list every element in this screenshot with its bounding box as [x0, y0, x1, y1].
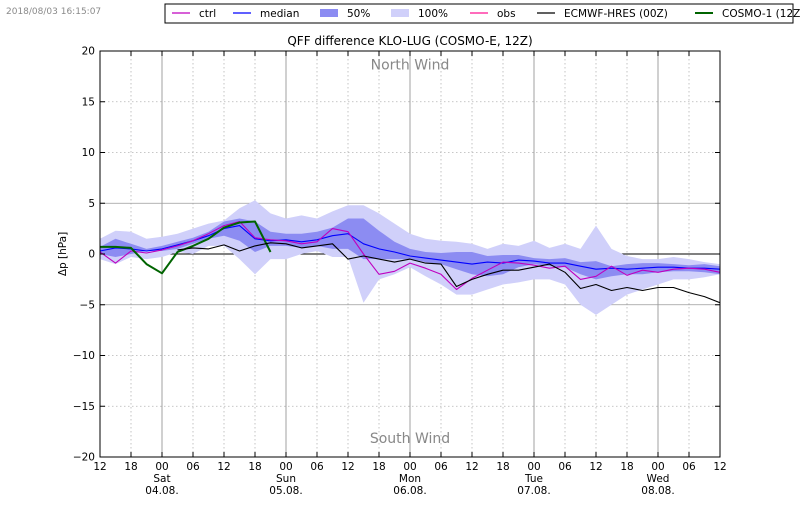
legend-label-p100: 100%: [418, 8, 448, 20]
y-tick-label: 5: [88, 198, 95, 210]
date-label: 07.08.: [517, 485, 550, 497]
x-tick-label: 00: [527, 461, 540, 473]
date-label: 05.08.: [269, 485, 302, 497]
day-label: Sun: [276, 473, 296, 485]
y-axis-label: Δp [hPa]: [57, 232, 69, 276]
timestamp-label: 2018/08/03 16:15:07: [6, 7, 102, 17]
x-tick-label: 18: [372, 461, 385, 473]
x-tick-label: 18: [124, 461, 137, 473]
x-tick-label: 12: [93, 461, 106, 473]
y-tick-label: −10: [73, 350, 95, 362]
x-tick-label: 18: [496, 461, 509, 473]
x-tick-label: 18: [620, 461, 633, 473]
legend-label-obs: obs: [497, 8, 516, 20]
date-label: 04.08.: [145, 485, 178, 497]
legend-label-hres: ECMWF-HRES (00Z): [564, 8, 668, 20]
legend-label-cosmo1: COSMO-1 (12Z): [722, 8, 800, 20]
legend: ctrl median 50% 100% obs ECMWF-HRES (00Z) COSM…: [164, 3, 800, 24]
date-label: 08.08.: [641, 485, 674, 497]
x-tick-label: 00: [403, 461, 416, 473]
x-tick-label: 12: [465, 461, 478, 473]
x-tick-label: 12: [713, 461, 726, 473]
north-wind-annotation: North Wind: [371, 57, 450, 73]
legend-swatch-p50: [320, 9, 338, 17]
legend-label-median: median: [260, 8, 299, 20]
y-tick-label: −5: [80, 299, 95, 311]
x-tick-label: 18: [248, 461, 261, 473]
x-tick-label: 06: [186, 461, 200, 473]
x-tick-label: 06: [558, 461, 572, 473]
y-tick-label: 10: [82, 147, 95, 159]
legend-swatch-p100: [391, 9, 409, 17]
x-tick-label: 12: [217, 461, 230, 473]
legend-label-p50: 50%: [347, 8, 370, 20]
south-wind-annotation: South Wind: [370, 431, 450, 447]
x-tick-label: 06: [682, 461, 696, 473]
x-tick-label: 06: [434, 461, 448, 473]
x-tick-label: 06: [310, 461, 324, 473]
y-tick-label: 20: [82, 46, 95, 58]
y-tick-label: −15: [73, 401, 95, 413]
band-p50: [100, 218, 720, 280]
x-tick-label: 00: [279, 461, 292, 473]
day-label: Sat: [153, 473, 170, 485]
plot-area: North Wind South Wind: [99, 50, 721, 458]
x-tick-label: 12: [589, 461, 602, 473]
y-tick-label: −20: [73, 452, 95, 464]
date-label: 06.08.: [393, 485, 426, 497]
x-tick-label: 00: [651, 461, 664, 473]
chart-title: QFF difference KLO-LUG (COSMO-E, 12Z): [287, 34, 532, 48]
day-label: Wed: [647, 473, 670, 485]
x-tick-label: 00: [155, 461, 168, 473]
y-tick-label: 0: [88, 249, 95, 261]
y-tick-label: 15: [82, 96, 95, 108]
line-hres: [177, 242, 720, 304]
line-ctrl: [100, 220, 720, 291]
legend-label-ctrl: ctrl: [199, 8, 216, 20]
day-label: Mon: [399, 473, 421, 485]
day-label: Tue: [524, 473, 543, 485]
line-median: [100, 225, 720, 270]
series: [100, 200, 720, 315]
x-tick-label: 12: [341, 461, 354, 473]
